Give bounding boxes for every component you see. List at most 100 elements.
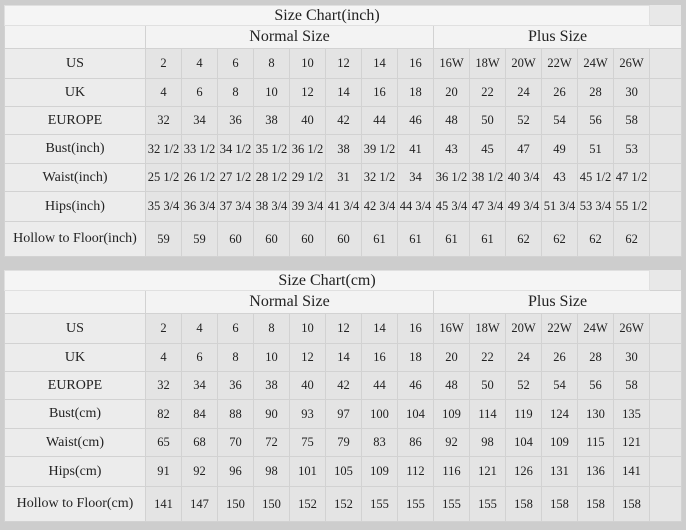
- normal-size-cell: 41 3/4: [325, 191, 362, 222]
- plus-size-cell: 158: [541, 486, 578, 522]
- plus-size-cell: 126: [505, 456, 542, 487]
- normal-size-cell: 34 1/2: [217, 134, 254, 164]
- normal-size-cell: 60: [253, 221, 290, 257]
- table-row: UK 4 6 8 10 12 14 16 18 20 22 24 26 28 30: [4, 343, 683, 372]
- table-row: EUROPE 32 34 36 38 40 42 44 46 48 50 52 54 56 58: [4, 106, 683, 135]
- normal-size-cell: 6: [217, 313, 254, 344]
- row-label: Bust(cm): [4, 399, 146, 429]
- plus-size-cell: 47 3/4: [469, 191, 506, 222]
- plus-size-cell: 116: [433, 456, 470, 487]
- row-label: Hollow to Floor(inch): [4, 221, 146, 257]
- normal-size-cell: 97: [325, 399, 362, 429]
- empty-cell: [649, 343, 683, 372]
- plus-size-cell: 36 1/2: [433, 163, 470, 192]
- normal-size-cell: 38: [253, 371, 290, 400]
- normal-size-cell: 155: [361, 486, 398, 522]
- empty-header-cell: [4, 25, 146, 49]
- normal-size-cell: 41: [397, 134, 434, 164]
- plus-size-cell: 158: [612, 486, 651, 522]
- normal-size-cell: 91: [145, 456, 182, 487]
- normal-size-cell: 32 1/2: [361, 163, 398, 192]
- normal-size-cell: 61: [361, 221, 398, 257]
- normal-size-cell: 42: [325, 106, 362, 135]
- normal-size-cell: 6: [181, 343, 218, 372]
- plus-size-cell: 22: [469, 78, 506, 107]
- plus-size-cell: 54: [541, 106, 578, 135]
- plus-size-cell: 26: [541, 78, 578, 107]
- plus-size-cell: 26W: [612, 48, 651, 79]
- row-label: Bust(inch): [4, 134, 146, 164]
- plus-size-cell: 26W: [612, 313, 651, 344]
- empty-header-cell: [4, 290, 146, 314]
- normal-size-cell: 141: [145, 486, 182, 522]
- size-chart-inch: Size Chart(inch) Normal Size Plus Size US 2 4…: [3, 5, 683, 257]
- plus-size-cell: 121: [612, 428, 651, 457]
- plus-size-cell: 16W: [433, 48, 470, 79]
- plus-size-cell: 55 1/2: [612, 191, 651, 222]
- normal-size-cell: 79: [325, 428, 362, 457]
- plus-size-cell: 62: [505, 221, 542, 257]
- normal-size-cell: 104: [397, 399, 434, 429]
- row-label: Hips(inch): [4, 191, 146, 222]
- plus-size-cell: 49 3/4: [505, 191, 542, 222]
- normal-size-cell: 60: [217, 221, 254, 257]
- plus-size-cell: 54: [541, 371, 578, 400]
- normal-size-cell: 93: [289, 399, 326, 429]
- row-label: Waist(cm): [4, 428, 146, 457]
- normal-size-cell: 72: [253, 428, 290, 457]
- normal-size-cell: 34: [181, 106, 218, 135]
- normal-size-cell: 86: [397, 428, 434, 457]
- plus-size-cell: 26: [541, 343, 578, 372]
- normal-size-cell: 44: [361, 106, 398, 135]
- normal-size-cell: 27 1/2: [217, 163, 254, 192]
- normal-size-cell: 46: [397, 106, 434, 135]
- plus-size-cell: 104: [505, 428, 542, 457]
- normal-size-cell: 12: [325, 48, 362, 79]
- table-row: Hollow to Floor(cm) 141 147 150 150 152 152 155…: [4, 486, 683, 522]
- normal-size-cell: 10: [253, 343, 290, 372]
- table-title: Size Chart(cm): [3, 270, 651, 291]
- normal-size-cell: 16: [361, 78, 398, 107]
- normal-size-cell: 70: [217, 428, 254, 457]
- normal-size-cell: 84: [181, 399, 218, 429]
- plus-size-cell: 45: [469, 134, 506, 164]
- normal-size-cell: 14: [361, 313, 398, 344]
- plus-size-cell: 48: [433, 106, 470, 135]
- empty-cell: [649, 486, 683, 522]
- plus-size-cell: 52: [505, 106, 542, 135]
- empty-cell: [649, 399, 683, 429]
- normal-size-cell: 42 3/4: [361, 191, 398, 222]
- plus-size-cell: 24W: [577, 48, 614, 79]
- size-table: Size Chart(inch) Normal Size Plus Size US 2 4…: [3, 5, 683, 257]
- table-row: Hips(cm) 91 92 96 98 101 105 109 112 116 121 126 131…: [4, 456, 683, 487]
- normal-size-cell: 2: [145, 313, 182, 344]
- normal-size-cell: 28 1/2: [253, 163, 290, 192]
- plus-size-cell: 51 3/4: [541, 191, 578, 222]
- normal-size-cell: 8: [217, 343, 254, 372]
- normal-size-cell: 10: [289, 48, 326, 79]
- normal-size-cell: 60: [289, 221, 326, 257]
- normal-size-cell: 14: [361, 48, 398, 79]
- plus-size-cell: 30: [612, 343, 651, 372]
- plus-size-cell: 158: [505, 486, 542, 522]
- normal-size-cell: 12: [289, 343, 326, 372]
- plus-size-cell: 62: [612, 221, 651, 257]
- plus-size-cell: 48: [433, 371, 470, 400]
- normal-size-cell: 68: [181, 428, 218, 457]
- normal-size-cell: 152: [289, 486, 326, 522]
- normal-size-cell: 40: [289, 106, 326, 135]
- plus-size-cell: 20: [433, 78, 470, 107]
- table-row: US 2 4 6 8 10 12 14 16 16W 18W 20W 22W 24W 26W: [4, 48, 683, 79]
- normal-size-cell: 10: [289, 313, 326, 344]
- normal-size-cell: 26 1/2: [181, 163, 218, 192]
- empty-cell: [649, 371, 683, 400]
- empty-cell: [649, 163, 683, 192]
- empty-cell: [649, 48, 683, 79]
- plus-size-cell: 109: [541, 428, 578, 457]
- empty-cell: [649, 106, 683, 135]
- plus-size-cell: 58: [612, 371, 651, 400]
- normal-size-cell: 12: [289, 78, 326, 107]
- normal-size-cell: 46: [397, 371, 434, 400]
- plus-size-cell: 114: [469, 399, 506, 429]
- normal-size-header: Normal Size: [145, 290, 434, 314]
